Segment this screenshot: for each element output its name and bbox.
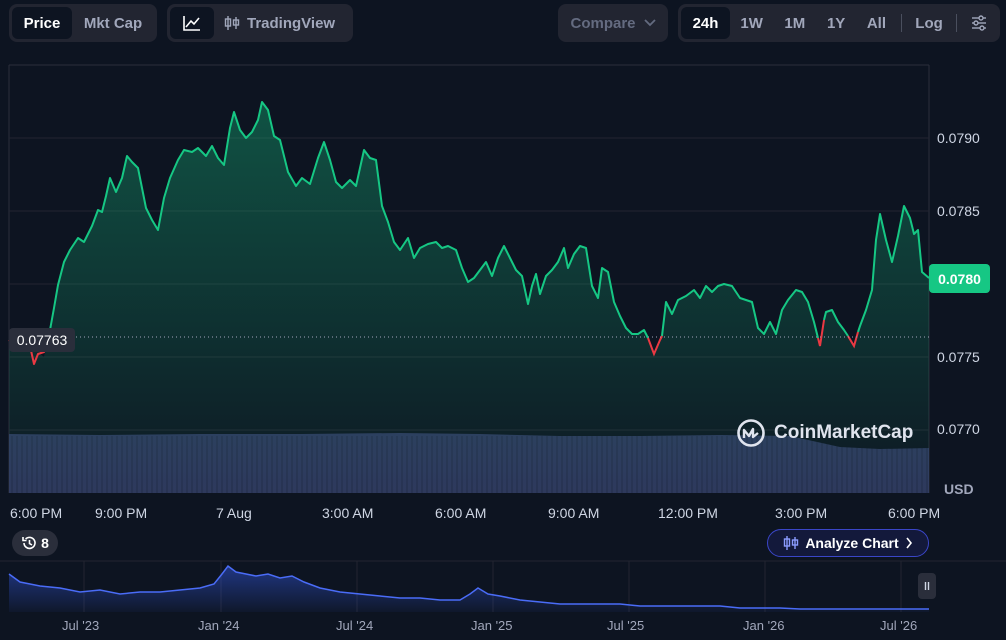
- price-line: [661, 283, 819, 339]
- x-tick-label: 9:00 PM: [95, 505, 148, 521]
- x-tick-label: 12:00 PM: [658, 505, 718, 521]
- navigator-tick-label: Jul '26: [880, 618, 918, 633]
- range-1w[interactable]: 1W: [740, 14, 763, 32]
- compare-dropdown[interactable]: Compare: [558, 4, 668, 42]
- divider: [901, 14, 903, 32]
- pause-icon: [924, 582, 930, 590]
- tradingview-label: TradingView: [247, 14, 336, 32]
- analyze-chart-button[interactable]: Analyze Chart: [767, 529, 929, 557]
- tradingview-button[interactable]: TradingView: [214, 7, 345, 39]
- price-line-below: [647, 335, 663, 357]
- line-chart-icon: [183, 16, 200, 31]
- navigator-tick-label: Jul '24: [336, 618, 374, 633]
- x-tick-label: 6:00 PM: [10, 505, 63, 521]
- log-scale-button[interactable]: Log: [915, 14, 943, 32]
- navigator-tick-label: Jul '25: [607, 618, 645, 633]
- y-tick-label: 0.0775: [937, 349, 980, 365]
- range-24h[interactable]: 24h: [681, 7, 731, 39]
- events-badge[interactable]: 8: [12, 530, 58, 556]
- x-tick-label: 3:00 AM: [322, 505, 374, 521]
- candlestick-icon: [784, 536, 799, 550]
- compare-label: Compare: [570, 14, 636, 32]
- price-line: [857, 205, 930, 333]
- sliders-icon: [972, 15, 987, 31]
- settings-button[interactable]: [961, 7, 997, 39]
- y-tick-label: 0.0770: [937, 421, 980, 437]
- currency-label: USD: [944, 481, 974, 497]
- price-line-below: [817, 319, 825, 347]
- price-line: [823, 309, 849, 337]
- watermark-text: CoinMarketCap: [774, 422, 914, 443]
- price-area-fill: [9, 102, 929, 493]
- history-clock-icon: [22, 536, 36, 550]
- range-selector: 24h 1W 1M 1Y All Log: [678, 4, 1000, 42]
- x-tick-label: 6:00 PM: [888, 505, 941, 521]
- range-1m[interactable]: 1M: [784, 14, 806, 32]
- range-1y[interactable]: 1Y: [826, 14, 846, 32]
- x-tick-label: 9:00 AM: [548, 505, 600, 521]
- x-tick-label: 6:00 AM: [435, 505, 487, 521]
- divider: [956, 14, 958, 32]
- navigator-tick-label: Jan '24: [198, 618, 240, 633]
- navigator-handle[interactable]: [918, 573, 936, 599]
- candlestick-icon: [224, 16, 240, 30]
- line-chart-button[interactable]: [170, 7, 214, 39]
- range-all[interactable]: All: [866, 14, 887, 32]
- y-tick-label: 0.0790: [937, 130, 980, 146]
- mktcap-tab[interactable]: Mkt Cap: [83, 14, 143, 32]
- navigator-tick-label: Jul '23: [62, 618, 100, 633]
- x-tick-label: 7 Aug: [216, 505, 252, 521]
- navigator-tick-label: Jan '26: [743, 618, 785, 633]
- price-mktcap-toggle: Price Mkt Cap: [9, 4, 157, 42]
- current-price-tag: 0.0780: [929, 264, 990, 293]
- price-tab[interactable]: Price: [12, 7, 72, 39]
- navigator-area: [9, 566, 929, 612]
- price-line: [49, 101, 649, 339]
- x-tick-label: 3:00 PM: [775, 505, 828, 521]
- reference-price-tag: 0.07763: [9, 328, 75, 352]
- chevron-right-icon: [906, 537, 912, 549]
- chevron-down-icon: [643, 19, 656, 27]
- coinmarketcap-watermark: CoinMarketCap: [736, 418, 913, 448]
- coinmarketcap-logo-icon: [737, 419, 765, 447]
- events-count: 8: [41, 535, 49, 551]
- chart-type-toggle: TradingView: [167, 4, 353, 42]
- analyze-chart-label: Analyze Chart: [805, 535, 899, 551]
- y-tick-label: 0.0785: [937, 203, 980, 219]
- navigator[interactable]: [0, 560, 1006, 612]
- navigator-tick-label: Jan '25: [471, 618, 513, 633]
- navigator-line: [8, 564, 929, 610]
